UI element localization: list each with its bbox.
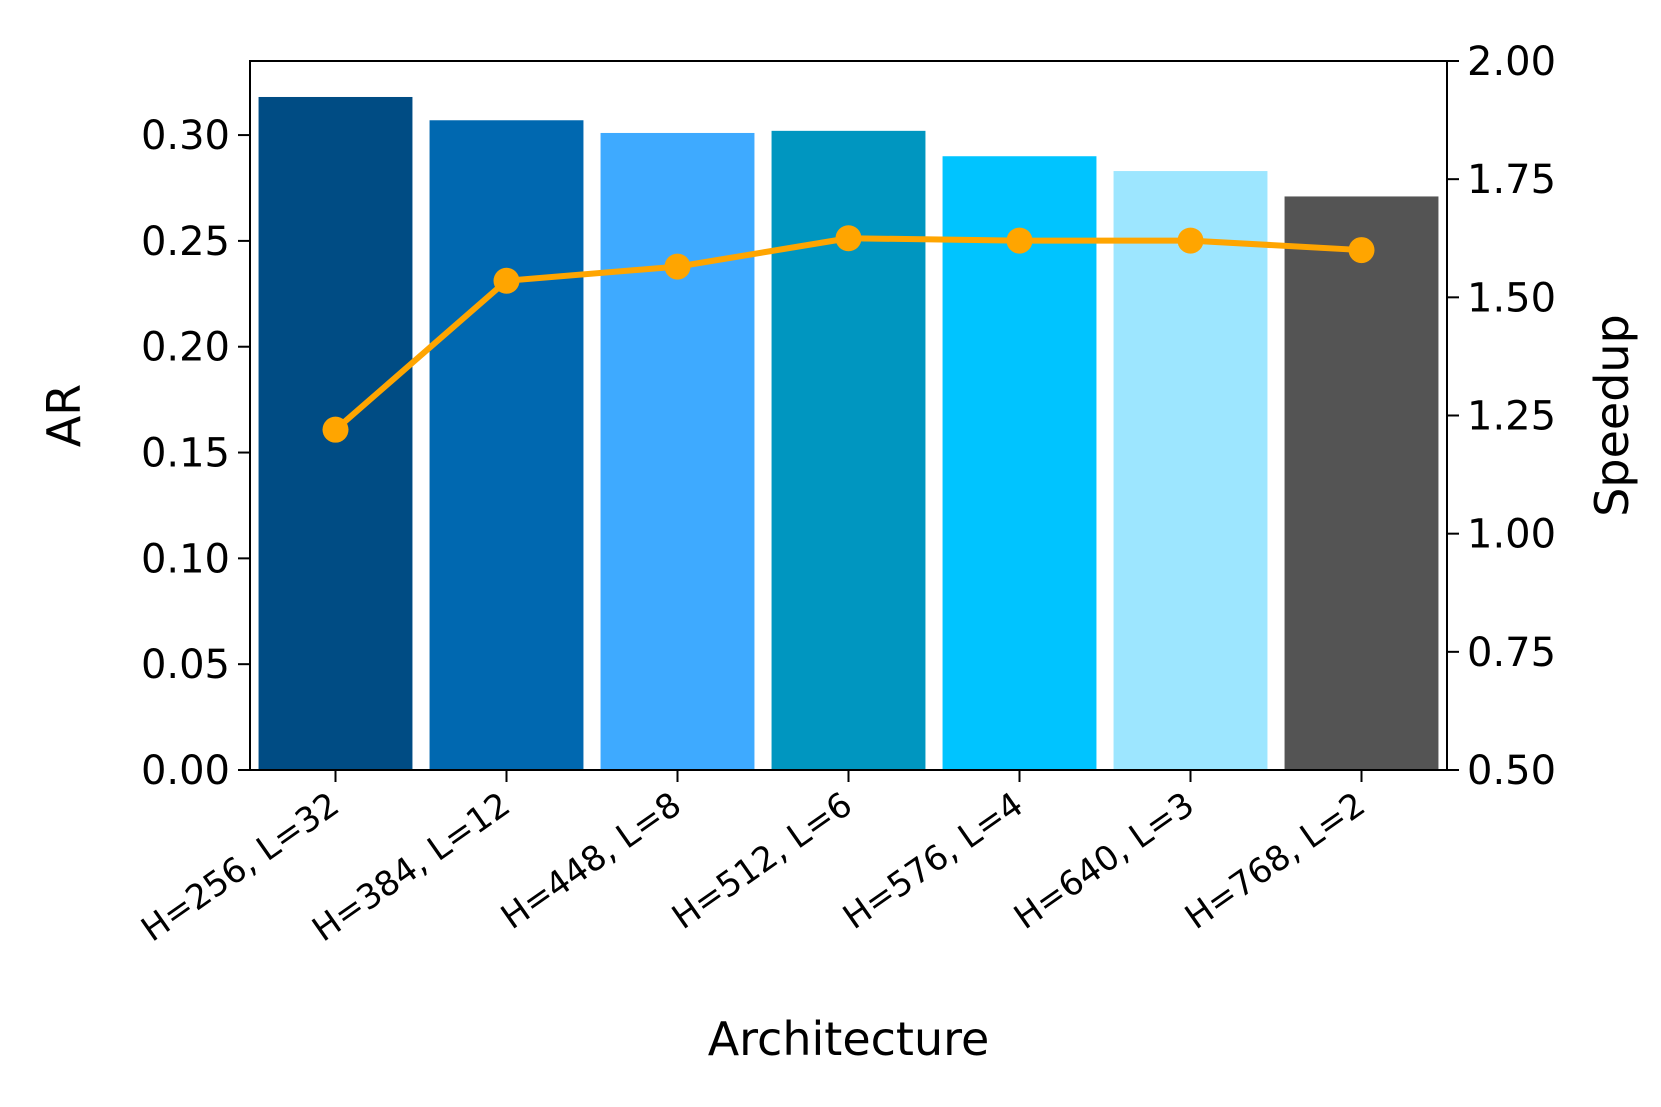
y-tick-label-2: 0.10 xyxy=(141,536,230,582)
y-axis-title: AR xyxy=(37,384,91,447)
y-tick-label-3: 0.15 xyxy=(141,431,230,477)
x-tick-label-5: H=640, L=3 xyxy=(1007,785,1202,938)
bar-4 xyxy=(942,156,1097,771)
bar-2 xyxy=(600,132,755,771)
speedup-point-5 xyxy=(1177,227,1204,254)
speedup-point-6 xyxy=(1348,237,1375,264)
speedup-point-0 xyxy=(322,416,349,443)
y2-tick-label-0: 0.50 xyxy=(1467,748,1556,794)
axes-group xyxy=(238,60,1459,782)
speedup-point-1 xyxy=(493,267,520,294)
x-tick-label-3: H=512, L=6 xyxy=(665,785,860,938)
bar-6 xyxy=(1284,196,1439,770)
speedup-point-2 xyxy=(664,253,691,280)
y2-tick-label-6: 2.00 xyxy=(1467,39,1556,85)
y2-tick-label-2: 1.00 xyxy=(1467,512,1556,558)
y2-tick-label-5: 1.75 xyxy=(1467,157,1556,203)
y-tick-label-5: 0.25 xyxy=(141,219,230,265)
bar-1 xyxy=(429,120,584,770)
speedup-line-group xyxy=(322,225,1375,443)
x-tick-label-2: H=448, L=8 xyxy=(494,785,689,938)
y2-tick-label-4: 1.50 xyxy=(1467,275,1556,321)
speedup-point-4 xyxy=(1006,227,1033,254)
speedup-point-3 xyxy=(835,225,862,252)
y-tick-label-4: 0.20 xyxy=(141,325,230,371)
x-tick-label-6: H=768, L=2 xyxy=(1178,785,1373,938)
bar-5 xyxy=(1113,171,1268,771)
x-tick-label-4: H=576, L=4 xyxy=(836,785,1031,938)
y-tick-label-1: 0.05 xyxy=(141,642,230,688)
y2-axis-title: Speedup xyxy=(1585,314,1639,517)
y-tick-label-0: 0.00 xyxy=(141,748,230,794)
x-axis-title: Architecture xyxy=(708,1012,990,1066)
bars-group xyxy=(258,96,1439,771)
y-tick-label-6: 0.30 xyxy=(141,113,230,159)
y2-tick-label-3: 1.25 xyxy=(1467,394,1556,440)
y2-tick-label-1: 0.75 xyxy=(1467,630,1556,676)
